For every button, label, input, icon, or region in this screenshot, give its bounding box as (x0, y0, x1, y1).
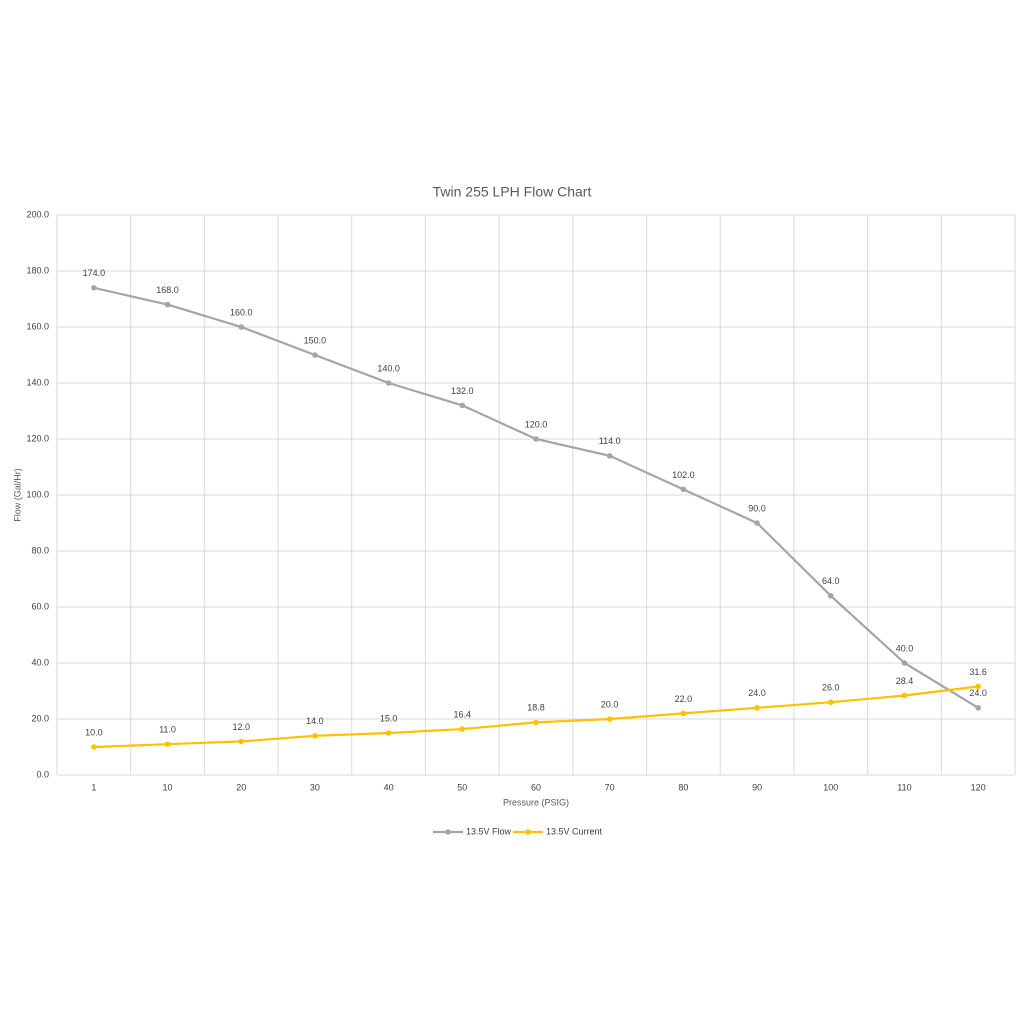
y-tick-label: 40.0 (31, 657, 49, 667)
legend-label: 13.5V Flow (466, 826, 512, 836)
legend-marker (525, 829, 531, 835)
data-point (680, 710, 687, 717)
data-label: 150.0 (304, 335, 327, 345)
y-tick-label: 200.0 (26, 209, 49, 219)
data-point (385, 380, 392, 386)
x-tick-label: 40 (384, 782, 394, 792)
data-label: 64.0 (822, 576, 840, 586)
data-point (91, 285, 97, 291)
data-label: 12.0 (232, 722, 250, 732)
data-point (312, 733, 318, 739)
data-label: 132.0 (451, 386, 474, 396)
y-tick-label: 0.0 (36, 769, 49, 779)
data-point (312, 352, 318, 358)
x-tick-label: 10 (163, 782, 173, 792)
y-tick-label: 20.0 (31, 713, 49, 723)
data-label: 15.0 (380, 713, 398, 723)
data-point (827, 699, 834, 705)
x-tick-label: 1 (91, 782, 96, 792)
data-point (385, 730, 392, 736)
data-point (238, 324, 245, 330)
y-axis-title: Flow (Gal/Hr) (12, 468, 22, 522)
chart-title: Twin 255 LPH Flow Chart (433, 184, 592, 200)
data-label: 160.0 (230, 307, 253, 317)
data-label: 14.0 (306, 716, 324, 726)
x-axis-title: Pressure (PSIG) (503, 797, 569, 807)
data-point (975, 683, 981, 690)
data-point (459, 726, 466, 732)
x-tick-label: 30 (310, 782, 320, 792)
series-line (93, 685, 979, 749)
data-label: 24.0 (969, 688, 987, 698)
data-label: 28.4 (896, 676, 914, 686)
data-label: 31.6 (969, 667, 987, 677)
data-label: 11.0 (159, 725, 176, 735)
data-point (754, 520, 760, 526)
data-label: 168.0 (156, 285, 179, 295)
data-label: 16.4 (454, 709, 472, 719)
y-tick-label: 160.0 (26, 321, 49, 331)
x-tick-label: 60 (531, 782, 541, 792)
data-label: 120.0 (525, 419, 548, 429)
data-point (533, 719, 539, 726)
y-tick-label: 140.0 (26, 377, 49, 387)
data-point (680, 486, 687, 493)
data-point (533, 436, 539, 442)
data-point (164, 741, 171, 747)
legend-label: 13.5V Current (546, 826, 603, 836)
data-label: 22.0 (675, 694, 693, 704)
data-label: 10.0 (85, 727, 103, 737)
data-point (164, 301, 171, 308)
x-tick-label: 100 (823, 782, 838, 792)
data-label: 114.0 (599, 436, 621, 446)
data-point (975, 705, 981, 711)
series-line (93, 286, 979, 709)
x-tick-label: 70 (605, 782, 615, 792)
data-label: 140.0 (377, 363, 400, 373)
data-label: 18.8 (527, 703, 545, 713)
y-tick-label: 180.0 (26, 265, 49, 275)
data-label: 40.0 (896, 643, 914, 653)
data-label: 24.0 (748, 688, 766, 698)
legend-marker (445, 829, 451, 835)
data-label: 20.0 (601, 699, 619, 709)
data-point (606, 716, 613, 722)
y-tick-label: 60.0 (31, 601, 49, 611)
data-label: 90.0 (748, 503, 766, 513)
y-tick-label: 80.0 (31, 545, 49, 555)
data-point (459, 402, 466, 409)
x-tick-label: 110 (897, 782, 911, 792)
data-label: 26.0 (822, 683, 840, 693)
x-tick-label: 120 (971, 782, 986, 792)
y-tick-label: 120.0 (26, 433, 49, 443)
data-point (606, 453, 613, 459)
data-label: 174.0 (83, 268, 106, 278)
data-label: 102.0 (672, 470, 695, 480)
data-point (754, 705, 760, 711)
data-point (901, 692, 908, 699)
data-point (238, 738, 245, 745)
x-tick-label: 90 (752, 782, 762, 792)
data-point (901, 660, 908, 666)
x-tick-label: 20 (236, 782, 246, 792)
data-point (827, 593, 834, 599)
x-tick-label: 50 (457, 782, 467, 792)
data-point (91, 744, 97, 750)
x-tick-label: 80 (678, 782, 688, 792)
y-tick-label: 100.0 (26, 489, 49, 499)
